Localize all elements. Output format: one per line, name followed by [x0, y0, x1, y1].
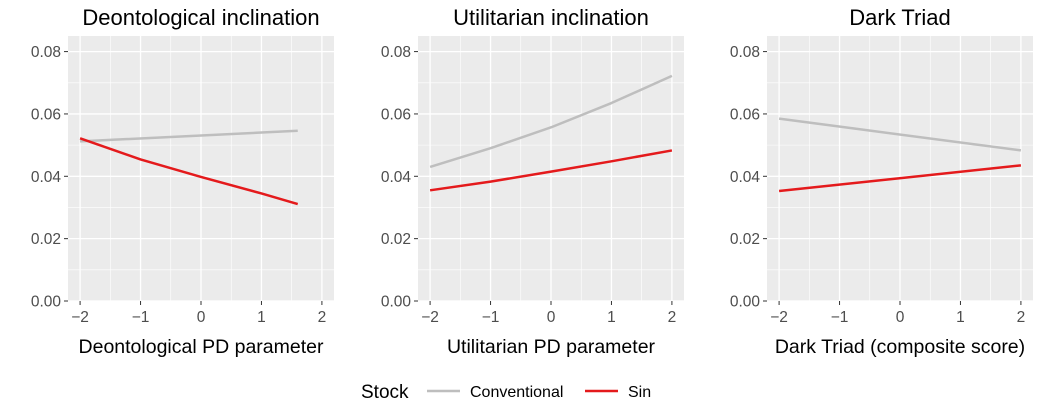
x-tick-label: 2: [668, 309, 677, 326]
x-tick-label: −2: [71, 309, 89, 326]
x-tick-label: 1: [257, 309, 266, 326]
legend: Stock Conventional Sin: [361, 382, 651, 403]
x-axis-label: Deontological PD parameter: [79, 336, 324, 358]
x-tick-label: 2: [318, 309, 327, 326]
y-tick-label: 0.00: [381, 294, 412, 311]
facet-panel-1: 0.00 0.02 0.04 0.06 0.08 −2 −1 0 1 2 Deontological…: [31, 5, 334, 358]
x-tick-label: 0: [197, 309, 206, 326]
series-line-sin: [429, 149, 673, 192]
x-tick-label: 1: [607, 309, 616, 326]
y-tick-label: 0.08: [31, 44, 61, 61]
series-line-conventional: [778, 117, 1022, 152]
panel-title: Dark Triad: [849, 5, 950, 30]
x-tick-label: −1: [482, 309, 500, 326]
y-tick-label: 0.04: [31, 169, 62, 186]
y-tick-label: 0.04: [730, 169, 761, 186]
y-tick-label: 0.02: [730, 231, 760, 248]
x-axis-label: Dark Triad (composite score): [775, 336, 1025, 358]
series-line-sin: [79, 137, 299, 206]
x-tick-label: −2: [421, 309, 439, 326]
x-tick-label: 2: [1017, 309, 1026, 326]
y-tick-label: 0.06: [730, 106, 760, 123]
facet-panels: 0.00 0.02 0.04 0.06 0.08 −2 −1 0 1 2 Deontological…: [31, 5, 1033, 358]
y-tick-label: 0.02: [381, 231, 411, 248]
y-tick-label: 0.08: [730, 44, 760, 61]
y-tick-label: 0.02: [31, 231, 61, 248]
y-tick-label: 0.08: [381, 44, 411, 61]
x-tick-label: −1: [132, 309, 150, 326]
y-tick-label: 0.00: [31, 294, 62, 311]
y-tick-label: 0.00: [730, 294, 761, 311]
facet-panel-2: 0.00 0.02 0.04 0.06 0.08 −2 −1 0 1 2 Utilitarian i…: [381, 5, 684, 358]
facet-panel-3: 0.00 0.02 0.04 0.06 0.08 −2 −1 0 1 2 Dark Triad Dar…: [730, 5, 1033, 358]
legend-title: Stock: [361, 382, 409, 403]
y-tick-label: 0.04: [381, 169, 412, 186]
y-tick-label: 0.06: [31, 106, 61, 123]
x-tick-label: 1: [956, 309, 965, 326]
x-tick-label: 0: [547, 309, 556, 326]
panel-title: Utilitarian inclination: [453, 5, 649, 30]
x-tick-label: −2: [770, 309, 788, 326]
series-line-sin: [778, 164, 1022, 193]
x-tick-label: 0: [896, 309, 905, 326]
y-tick-label: 0.06: [381, 106, 411, 123]
x-axis-label: Utilitarian PD parameter: [447, 336, 656, 358]
series-line-conventional: [429, 74, 673, 169]
legend-label-conventional: Conventional: [470, 384, 563, 401]
x-tick-label: −1: [831, 309, 849, 326]
panel-title: Deontological inclination: [82, 5, 319, 30]
series-line-conventional: [80, 129, 298, 143]
legend-label-sin: Sin: [628, 384, 651, 401]
